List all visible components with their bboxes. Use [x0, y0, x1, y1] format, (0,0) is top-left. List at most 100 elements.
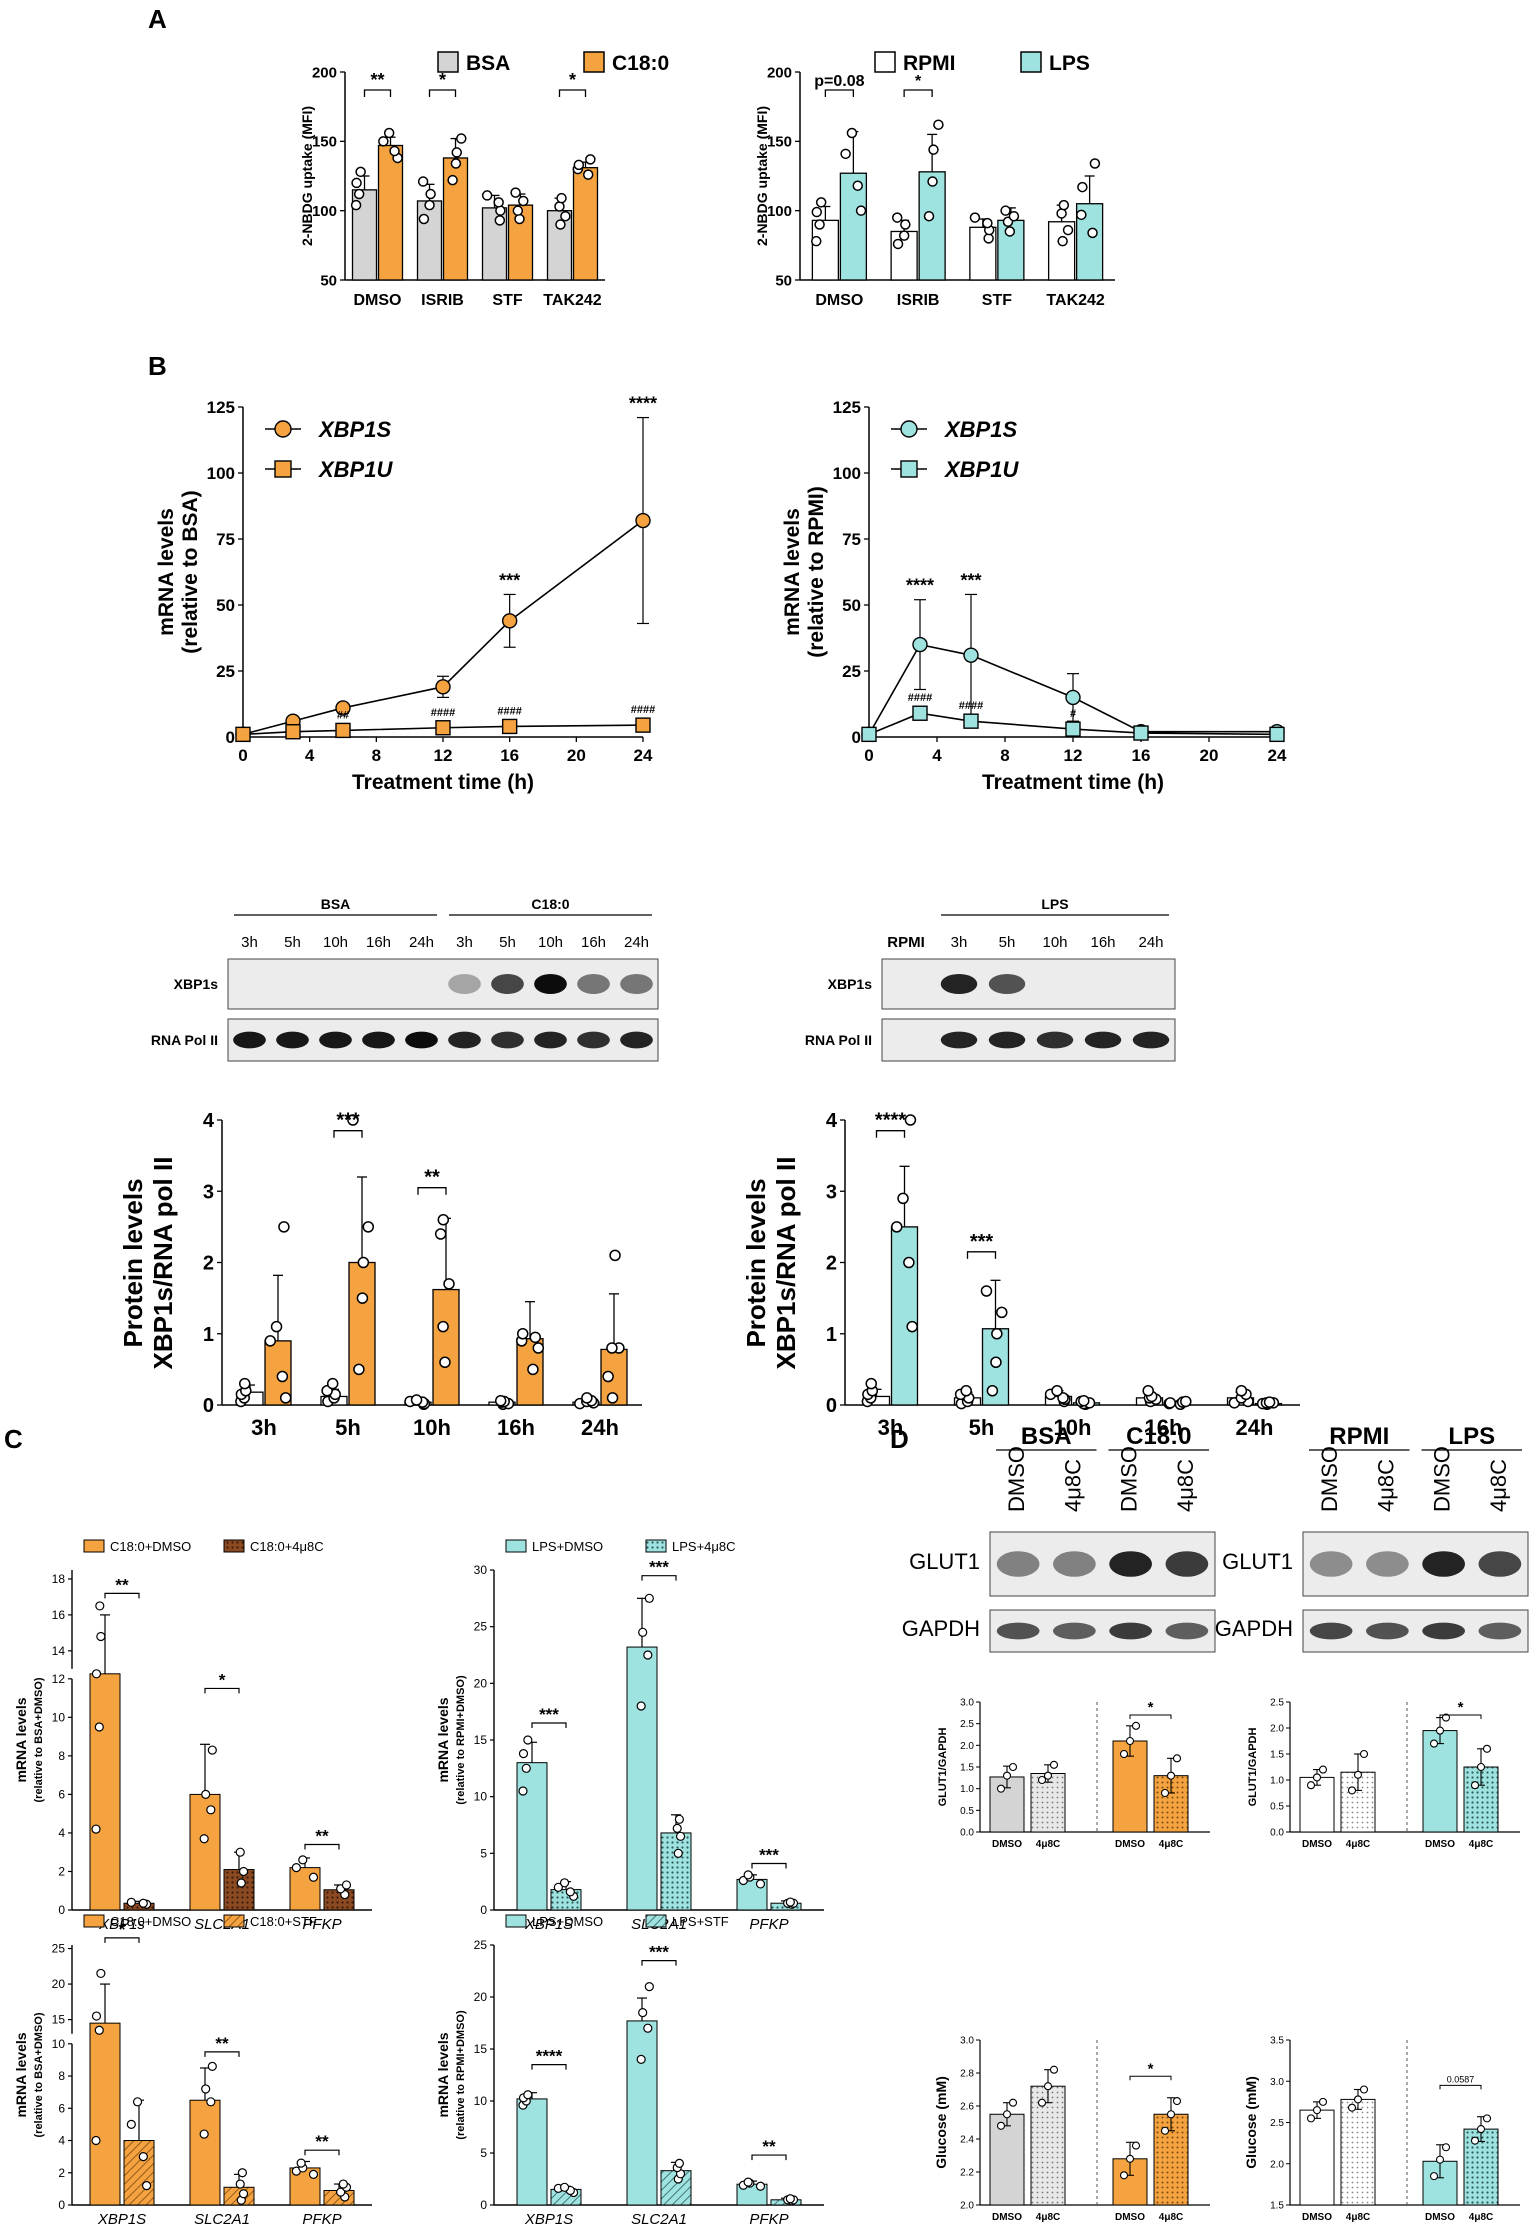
chart-c_tr: 0 5 10 15 20 25 30 mRNA levels (relative to RPMI…	[435, 1539, 824, 1933]
significance-label: ####	[497, 705, 521, 717]
data-point	[501, 718, 518, 735]
significance-label: *	[569, 70, 576, 90]
x-tick-label: DMSO	[1302, 1839, 1332, 1850]
x-tick-label: DMSO	[1425, 2212, 1455, 2223]
significance-label: **	[370, 70, 384, 90]
y-tick-label: 2.6	[960, 2102, 974, 2113]
y-tick-label: 2.5	[960, 1719, 974, 1730]
data-point	[674, 1814, 684, 1824]
y-tick-label: 150	[767, 134, 792, 151]
legend-marker	[900, 420, 918, 438]
x-tick-label: DMSO	[1115, 1839, 1145, 1850]
data-point	[1008, 1762, 1018, 1772]
panel-label-c: C	[4, 1424, 23, 1454]
y-tick-label: 2.2	[960, 2168, 974, 2179]
data-point	[326, 1377, 339, 1390]
lane-label: 16h	[581, 934, 606, 951]
y-axis-label: 2-NBDG uptake (MFI)	[299, 106, 315, 246]
y-tick-label: 6	[58, 2101, 65, 2115]
y-tick-label: 10	[52, 2037, 66, 2051]
significance-bracket	[903, 89, 933, 97]
data-point	[201, 2084, 211, 2094]
data-point	[554, 201, 565, 212]
significance-label: ####	[959, 700, 983, 712]
lane-label: 4μ8C	[1373, 1459, 1398, 1512]
y-tick-label: 4	[826, 1110, 838, 1132]
data-point	[581, 1392, 593, 1404]
data-point	[1441, 2143, 1451, 2152]
data-point	[285, 724, 301, 740]
data-point	[518, 195, 529, 207]
data-point	[517, 1328, 529, 1340]
y-tick-label: 100	[207, 464, 235, 483]
data-point	[1470, 2136, 1480, 2145]
significance-bracket	[966, 1251, 997, 1259]
bar	[918, 171, 946, 281]
data-point	[94, 2025, 104, 2035]
bar	[348, 1261, 376, 1406]
y-tick-label: 1.0	[1270, 1776, 1284, 1787]
series-line	[242, 519, 644, 736]
data-point	[1089, 158, 1101, 169]
data-point	[207, 2061, 217, 2071]
data-point	[890, 1221, 903, 1233]
lane-label: DMSO	[1117, 1446, 1142, 1512]
data-point	[996, 2121, 1006, 2130]
blot-band	[1366, 1551, 1409, 1577]
data-point	[1133, 725, 1149, 741]
blot-band	[577, 1031, 610, 1049]
data-point	[609, 1249, 621, 1262]
x-tick-label: 4μ8C	[1159, 2212, 1183, 2223]
lane-label: 24h	[624, 934, 649, 951]
data-point	[518, 1786, 528, 1796]
legend-label: LPS+STF	[672, 1914, 729, 1929]
y-axis-label: mRNA levels	[435, 1697, 451, 1782]
data-point	[923, 210, 935, 222]
blot-band	[996, 1551, 1040, 1577]
y-axis-label: Glucose (mM)	[1243, 2076, 1259, 2169]
data-point	[270, 1320, 283, 1333]
y-tick-label: 50	[842, 596, 861, 615]
lane-label: 16h	[1090, 934, 1115, 951]
data-point	[996, 1784, 1006, 1793]
data-point	[1037, 2098, 1047, 2107]
significance-bracket	[204, 2051, 240, 2057]
significance-bracket	[531, 1722, 567, 1728]
data-point	[897, 1192, 909, 1205]
legend-marker	[274, 420, 292, 438]
lane-label: 10h	[323, 934, 348, 951]
blot-row-label: RNA Pol II	[151, 1032, 218, 1048]
data-point	[635, 717, 651, 733]
data-point	[451, 147, 463, 158]
data-point	[494, 1394, 507, 1407]
y-tick-label: 2.5	[1270, 2118, 1284, 2129]
data-point	[963, 647, 979, 663]
blot-band	[1422, 1551, 1465, 1577]
data-point	[529, 1331, 542, 1344]
data-point	[814, 219, 825, 230]
data-point	[523, 1735, 533, 1745]
x-tick-label: TAK242	[1046, 292, 1104, 309]
data-point	[1057, 235, 1068, 247]
x-tick-label: 4μ8C	[1159, 1839, 1183, 1850]
data-point	[341, 1880, 352, 1890]
significance-bracket	[428, 89, 457, 97]
y-tick-label: 15	[474, 2042, 488, 2056]
y-tick-label: 100	[767, 203, 792, 220]
data-point	[755, 1879, 766, 1889]
y-tick-label: 2.8	[960, 2069, 974, 2080]
y-tick-label: 2.0	[1270, 2159, 1284, 2170]
data-point	[1476, 2125, 1486, 2134]
group-label: LPS	[1041, 896, 1068, 912]
legend-label: LPS+4μ8C	[672, 1539, 736, 1554]
blot-band	[448, 1031, 481, 1049]
data-point	[644, 1981, 654, 1992]
significance-bracket	[1439, 1714, 1482, 1719]
legend-swatch	[1020, 51, 1042, 73]
data-point	[1180, 1395, 1192, 1408]
bar	[626, 2020, 658, 2206]
y-tick-label: 16	[52, 1608, 66, 1622]
data-point	[1142, 1385, 1154, 1397]
data-point	[1131, 1721, 1141, 1730]
data-point	[636, 2054, 646, 2064]
